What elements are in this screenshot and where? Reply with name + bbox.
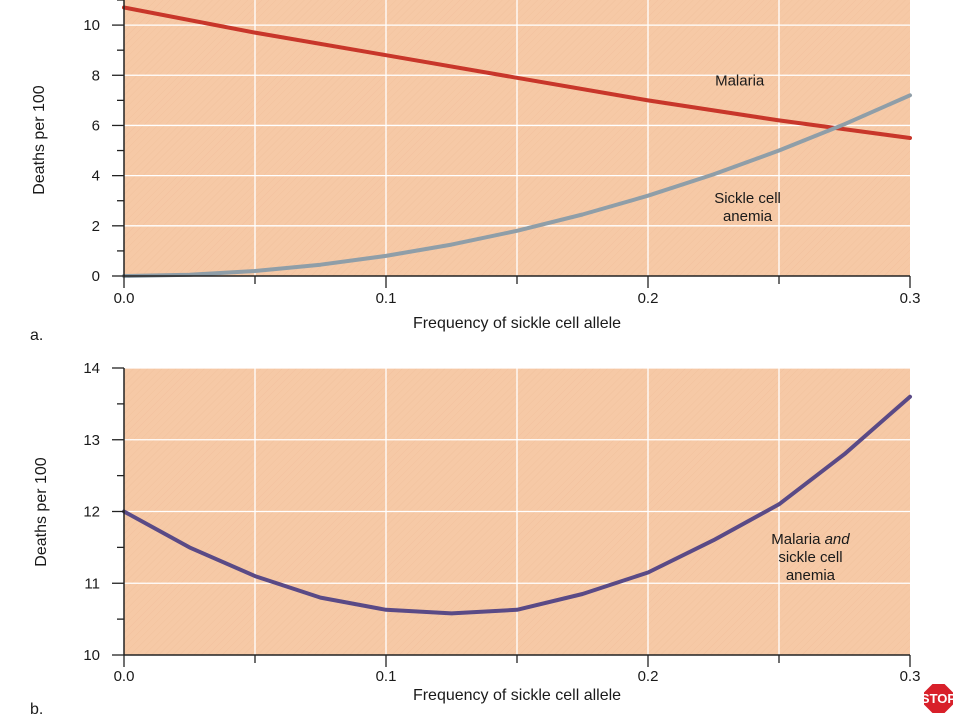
y-tick-label: 14 xyxy=(83,360,100,377)
panel-a-labels: 0.0 0.1 0.2 0.3 0 2 4 6 8 10 Frequency of sickle c… xyxy=(30,17,920,344)
panel-b-grid xyxy=(124,367,910,655)
y-tick-label: 11 xyxy=(84,575,100,592)
series-annotation: Malaria xyxy=(715,72,765,89)
y-tick-label: 2 xyxy=(92,218,100,235)
y-tick-label: 10 xyxy=(83,647,100,664)
x-tick-label: 0.1 xyxy=(376,290,397,307)
y-axis-title: Deaths per 100 xyxy=(33,457,50,567)
y-tick-label: 13 xyxy=(83,432,100,449)
series-line-sickle-cell-anemia xyxy=(122,93,912,278)
y-tick-label: 0 xyxy=(92,268,100,285)
annotation-line: Sickle cell xyxy=(714,190,781,207)
x-axis-title: Frequency of sickle cell allele xyxy=(413,315,621,332)
panel-b-chart: 0.0 0.1 0.2 0.3 10 11 12 13 14 Frequency of sickl… xyxy=(30,360,920,718)
x-axis-title: Frequency of sickle cell allele xyxy=(413,687,621,704)
x-tick-label: 0.2 xyxy=(638,668,659,685)
stop-sign-shape xyxy=(922,682,955,715)
panel-b-series xyxy=(122,394,912,616)
x-tick-label: 0.3 xyxy=(900,290,921,307)
panel-b-labels: 0.0 0.1 0.2 0.3 10 11 12 13 14 Frequency of sickl… xyxy=(30,360,920,718)
annotation-line: anemia xyxy=(723,208,773,225)
x-tick-label: 0.1 xyxy=(376,668,397,685)
annotation-line: Malaria and xyxy=(771,531,850,548)
panel-a-axes xyxy=(112,0,911,288)
y-axis-title: Deaths per 100 xyxy=(31,85,48,195)
series-line-malaria-and-sickle-cell-anemia xyxy=(122,394,912,616)
stop-sign-icon[interactable]: STOP xyxy=(921,682,956,715)
x-tick-label: 0.3 xyxy=(900,668,921,685)
annotation-line: sickle cell xyxy=(778,549,842,566)
panel-a-series xyxy=(122,5,912,278)
y-tick-label: 12 xyxy=(83,504,100,521)
series-line-malaria xyxy=(122,5,912,140)
panel-a-grid xyxy=(124,0,910,276)
annotation-line: Malaria xyxy=(715,72,765,89)
x-tick-label: 0.2 xyxy=(638,290,659,307)
series-annotation: Malaria and sickle cell anemia xyxy=(771,531,850,584)
x-tick-label: 0.0 xyxy=(114,290,135,307)
panel-a-chart: 0.0 0.1 0.2 0.3 0 2 4 6 8 10 Frequency of sickle c… xyxy=(30,0,920,344)
x-tick-label: 0.0 xyxy=(114,668,135,685)
panel-label: a. xyxy=(30,327,43,344)
series-annotation: Sickle cell anemia xyxy=(714,190,781,225)
panel-label: b. xyxy=(30,701,43,718)
y-tick-label: 8 xyxy=(92,67,100,84)
panel-b-axes xyxy=(112,367,911,667)
y-tick-label: 6 xyxy=(92,117,100,134)
y-tick-label: 4 xyxy=(92,168,100,185)
stop-sign-label: STOP xyxy=(921,691,956,706)
y-tick-label: 10 xyxy=(83,17,100,34)
annotation-line: anemia xyxy=(786,567,836,584)
